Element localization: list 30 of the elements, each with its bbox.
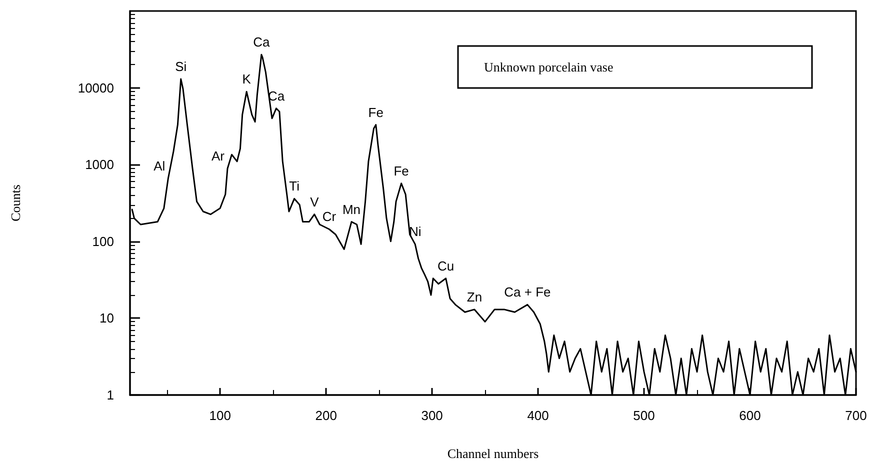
annotation: Mn	[342, 202, 361, 217]
annotation: Fe	[368, 104, 384, 120]
x-axis-title: Channel numbers	[447, 446, 539, 461]
annotation: Ca + Fe	[504, 284, 551, 300]
annotation: Si	[175, 59, 187, 74]
annotation: Cr	[322, 209, 337, 224]
annotation: Unknown porcelain vase	[484, 60, 614, 74]
x-tick-label: 100	[209, 408, 231, 423]
annotation: Zn	[466, 289, 482, 304]
x-tick-label: 500	[633, 408, 655, 423]
y-tick-label: 1000	[85, 157, 114, 172]
annotation: Ni	[408, 224, 422, 240]
y-axis-title: Counts	[8, 184, 23, 222]
y-tick-label: 10	[100, 310, 114, 326]
annotation: K	[242, 72, 252, 87]
annotation: Ar	[212, 148, 226, 164]
annotation: Al	[154, 158, 166, 174]
annotation: Fe	[394, 163, 409, 178]
y-tick-label: 100	[92, 234, 114, 249]
annotation: V	[310, 194, 320, 210]
x-tick-label: 200	[315, 408, 337, 423]
x-tick-label: 700	[845, 408, 867, 423]
y-tick-label: 1	[106, 388, 114, 402]
annotation: Ca	[253, 34, 270, 50]
y-tick-label: 10000	[78, 80, 114, 96]
annotation: Ti	[289, 178, 300, 194]
x-tick-label: 300	[421, 408, 443, 423]
annotation: Cu	[438, 258, 454, 274]
x-tick-label: 400	[527, 408, 549, 423]
x-tick-label: 600	[739, 408, 761, 423]
